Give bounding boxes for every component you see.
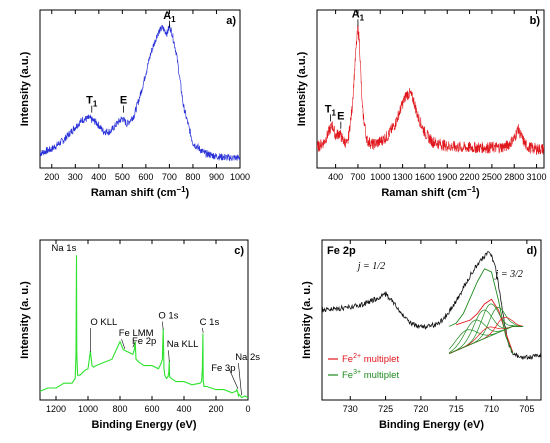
peak-annotation: C 1s — [200, 317, 220, 328]
peak-annotation: E — [337, 111, 344, 123]
x-tick-label: 1000 — [78, 404, 98, 414]
x-tick-label: 700 — [162, 172, 177, 182]
series-line — [40, 24, 240, 162]
panel-label: a) — [226, 15, 236, 27]
panel-title: Fe 2p — [327, 245, 356, 257]
plot-frame — [39, 239, 249, 401]
x-axis-label: Raman shift (cm−1) — [91, 185, 190, 199]
y-axis-label: Intensity (a. u.) — [301, 281, 313, 359]
x-tick-label: 500 — [115, 172, 130, 182]
annotation-pointer — [132, 342, 136, 348]
x-tick-label: 400 — [176, 404, 191, 414]
x-tick-label: 715 — [449, 404, 464, 414]
peak-annotation: Na 1s — [52, 243, 77, 254]
plot-frame — [321, 239, 542, 401]
series-line — [456, 298, 514, 353]
x-tick-label: 3100 — [527, 172, 547, 182]
x-tick-label: 0 — [245, 404, 250, 414]
x-tick-label: 600 — [138, 172, 153, 182]
x-tick-label: 400 — [328, 172, 343, 182]
x-axis-label: Binding Energy (eV) — [379, 419, 484, 431]
y-axis-label: Intensity (a.u.) — [296, 51, 308, 126]
annotation-pointer — [168, 350, 170, 362]
x-axis-label: Binding Energy (eV) — [91, 419, 196, 431]
x-tick-label: 800 — [185, 172, 200, 182]
x-tick-label: 1900 — [437, 172, 457, 182]
fit-peak — [449, 306, 523, 354]
y-axis-label: Intensity (a. u.) — [19, 281, 31, 359]
x-tick-label: 300 — [68, 172, 83, 182]
x-tick-label: 200 — [44, 172, 59, 182]
x-tick-label: 2500 — [482, 172, 502, 182]
annotation-pointer — [162, 321, 164, 330]
x-tick-label: 725 — [378, 404, 393, 414]
peak-annotation: O KLL — [90, 317, 117, 328]
x-tick-label: 1600 — [415, 172, 435, 182]
peak-annotation: A1 — [352, 8, 365, 22]
x-tick-label: 2200 — [460, 172, 480, 182]
panel-b-raman-red: 400 700 1000 1300 1600 1900 2200 2500 2800 3100 Ra… — [296, 8, 547, 199]
legend-label: Fe2+ multiplet — [342, 353, 399, 365]
peak-annotation: Na 2s — [235, 352, 260, 363]
peak-annotation: Fe LMM — [119, 328, 154, 339]
peak-annotation: E — [120, 95, 127, 107]
x-tick-label: 400 — [91, 172, 106, 182]
x-tick-label: 720 — [413, 404, 428, 414]
peak-annotation: j = 3/2 — [494, 269, 523, 280]
x-tick-label: 200 — [208, 404, 223, 414]
x-axis-label: Raman shift (cm−1) — [381, 185, 480, 199]
x-tick-label: 1200 — [46, 404, 66, 414]
x-tick-label: 1300 — [393, 172, 413, 182]
series-line — [322, 251, 541, 360]
peak-annotation: Na KLL — [167, 339, 199, 350]
x-tick-label: 710 — [484, 404, 499, 414]
fit-baseline — [449, 326, 524, 354]
peak-annotation: T1 — [86, 95, 98, 109]
plot-frame — [39, 9, 241, 169]
peak-annotation: Fe 3p — [211, 363, 235, 374]
fit-peak — [449, 309, 523, 354]
x-tick-label: 800 — [112, 404, 127, 414]
legend-label: Fe3+ multiplet — [342, 369, 399, 381]
x-tick-label: 600 — [144, 404, 159, 414]
panel-label: c) — [234, 245, 244, 257]
annotation-pointer — [121, 339, 126, 349]
panel-c-xps-survey: 1200 1000 800 600 400 200 0 Binding Energy (eV)… — [19, 239, 260, 431]
y-axis-label: Intensity (a.u.) — [19, 51, 31, 126]
x-tick-label: 2800 — [504, 172, 524, 182]
series-line — [317, 25, 544, 155]
peak-annotation: j = 1/2 — [356, 261, 385, 272]
annotation-pointer — [228, 367, 239, 389]
annotation-pointer — [238, 363, 242, 396]
x-tick-label: 1000 — [370, 172, 390, 182]
plot-frame — [316, 9, 545, 169]
panel-label: b) — [530, 15, 541, 27]
panel-a-raman-blue: 200 300 400 500 600 700 800 900 1000 Raman shift … — [19, 9, 250, 199]
panel-d-fe2p: 730 725 720 715 710 705 Binding Energy (eV) Int… — [301, 239, 542, 431]
peak-annotation: A1 — [163, 10, 176, 24]
x-tick-label: 1000 — [230, 172, 250, 182]
x-tick-label: 700 — [350, 172, 365, 182]
series-line — [40, 255, 248, 399]
peak-annotation: T1 — [325, 103, 337, 117]
x-tick-label: 730 — [343, 404, 358, 414]
peak-annotation: Fe 2p — [132, 336, 156, 347]
panel-label: d) — [527, 245, 538, 257]
x-tick-label: 900 — [209, 172, 224, 182]
x-tick-label: 705 — [519, 404, 534, 414]
annotation-pointer — [202, 327, 204, 333]
peak-annotation: O 1s — [158, 310, 178, 321]
